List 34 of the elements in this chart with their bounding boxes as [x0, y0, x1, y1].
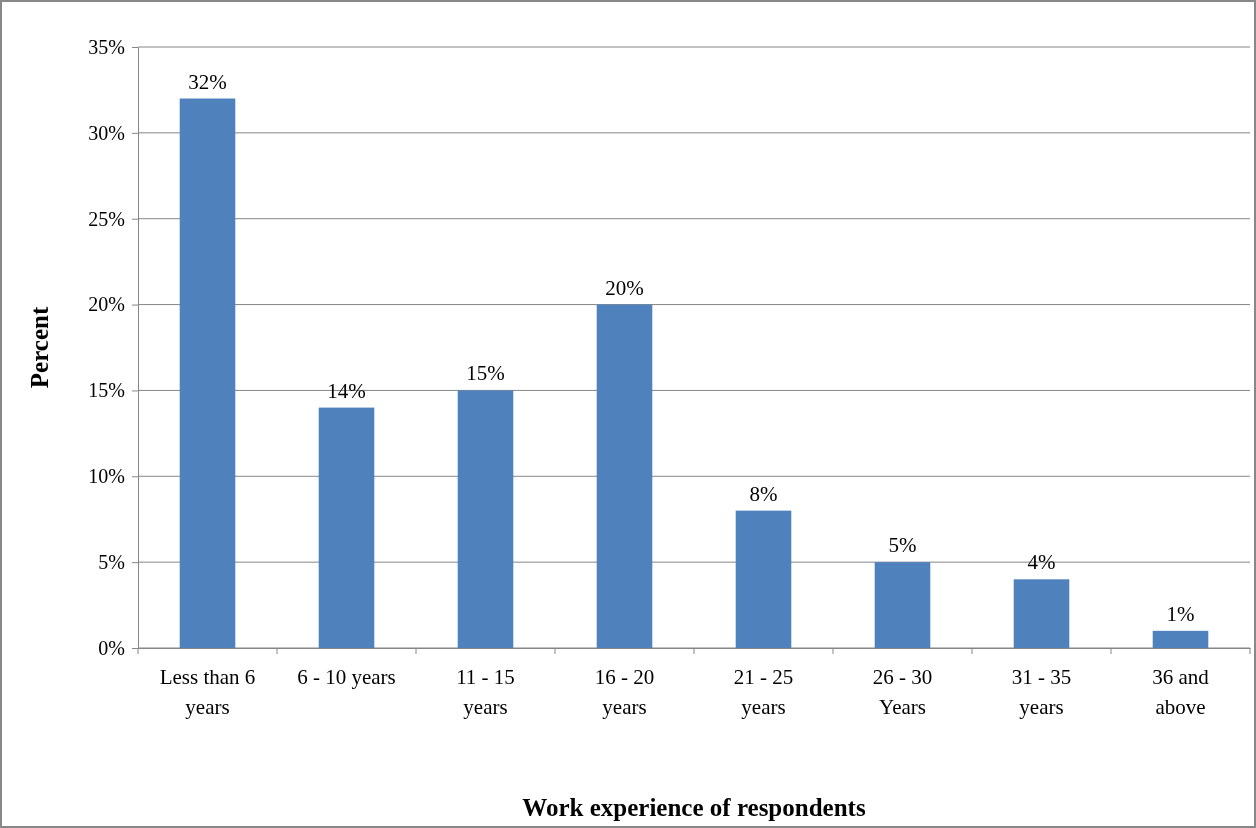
bar [457, 390, 514, 648]
data-label: 20% [605, 275, 644, 300]
bar [1152, 630, 1209, 648]
y-tick-label: 25% [88, 207, 125, 230]
bar [1013, 579, 1070, 648]
y-tick-label: 20% [88, 293, 125, 316]
x-tick-label: 36 and above [1152, 665, 1210, 719]
x-tick-label: 6 - 10 years [297, 665, 396, 689]
x-tick-label: 31 - 35 years [1011, 665, 1072, 719]
y-axis-title: Percent [26, 306, 53, 389]
bar [318, 407, 375, 648]
data-label: 8% [749, 481, 778, 506]
bar [735, 510, 792, 648]
x-tick-label: 26 - 30 Years [872, 665, 933, 719]
y-tick-label: 10% [88, 465, 125, 488]
bar [596, 304, 653, 648]
x-tick-label: 16 - 20 years [594, 665, 655, 719]
data-label: 4% [1027, 550, 1056, 575]
data-label: 1% [1166, 601, 1195, 626]
y-tick-label: 15% [88, 379, 125, 402]
data-label: 14% [327, 378, 366, 403]
x-axis-title: Work experience of respondents [522, 794, 866, 821]
y-tick-label: 30% [88, 121, 125, 144]
y-tick-label: 35% [88, 35, 125, 58]
data-label: 5% [888, 533, 917, 558]
y-tick-label: 5% [98, 551, 125, 574]
data-label: 15% [466, 361, 505, 386]
x-tick-label: Less than 6 years [159, 665, 256, 719]
bar [874, 562, 931, 648]
x-tick-label: 21 - 25 years [733, 665, 794, 719]
bar [179, 98, 236, 648]
y-tick-label: 0% [98, 636, 125, 659]
data-label: 32% [188, 69, 227, 94]
x-tick-label: 11 - 15 years [456, 665, 515, 719]
